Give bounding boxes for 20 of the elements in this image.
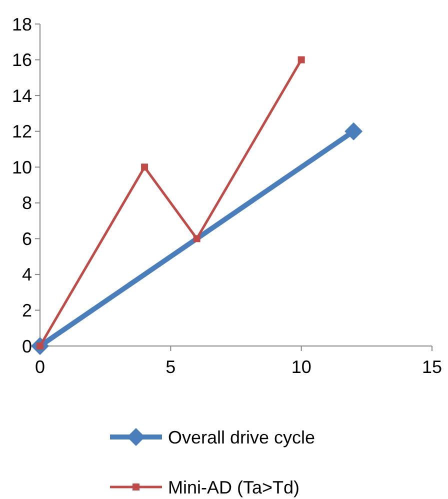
y-tick-label: 16 [12, 50, 32, 70]
x-tick-label: 15 [422, 357, 442, 377]
x-tick-label: 5 [166, 357, 176, 377]
point [193, 235, 200, 242]
y-tick-label: 2 [22, 300, 32, 321]
legend-label: Mini-AD (Ta>Td) [168, 477, 300, 498]
point [298, 56, 305, 64]
y-tick-label: 18 [12, 14, 32, 34]
y-tick-label: 10 [12, 157, 32, 178]
point [141, 164, 148, 171]
y-tick-label: 12 [12, 122, 32, 142]
y-tick-label: 8 [22, 193, 32, 214]
y-tick-label: 0 [22, 336, 32, 356]
x-tick-label: 0 [34, 357, 46, 377]
y-tick-label: 6 [22, 228, 32, 249]
y-tick-label: 14 [12, 86, 32, 106]
x-tick-label: 10 [291, 357, 312, 377]
point [344, 122, 363, 140]
legend-label: Overall drive cycle [168, 427, 316, 448]
y-tick-label: 4 [22, 264, 32, 285]
